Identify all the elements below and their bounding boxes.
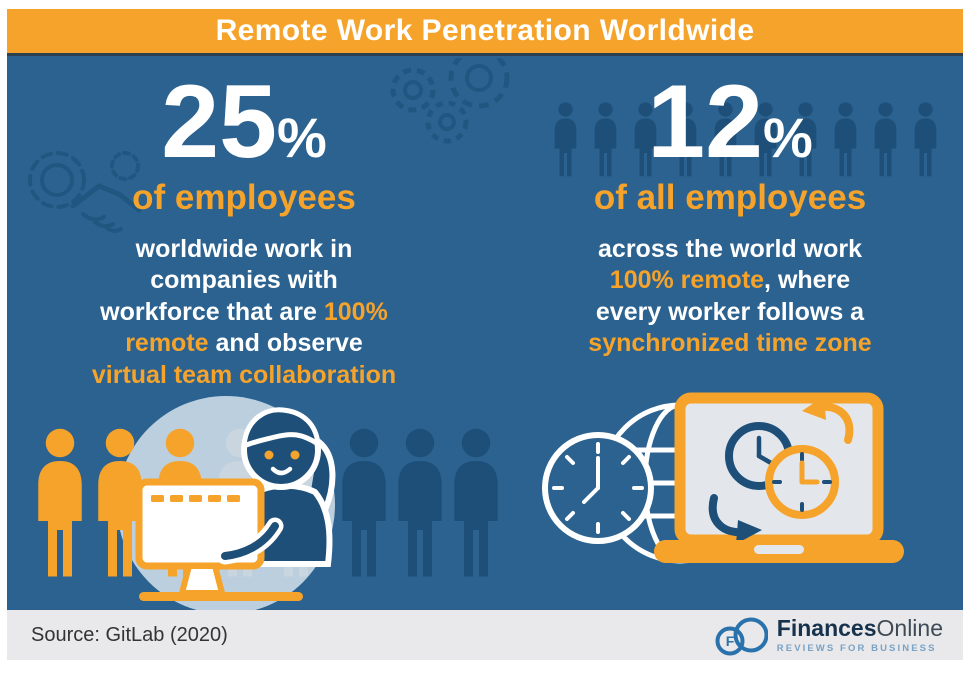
logo-monogram: F xyxy=(726,633,735,649)
source-text: Source: GitLab (2020) xyxy=(31,623,228,646)
logo-online: Online xyxy=(876,614,943,641)
person-icon xyxy=(33,428,87,578)
right-stat-label: of all employees xyxy=(593,177,867,217)
percent-sign: % xyxy=(276,106,327,169)
logo-finances: Finances xyxy=(776,614,877,641)
cloud-logo-icon: F xyxy=(715,617,768,656)
percent-sign: % xyxy=(762,106,813,169)
logo-text: FinancesOnline REVIEWS FOR BUSINESS xyxy=(776,614,943,654)
handshake-gear-icon xyxy=(28,151,142,233)
right-stat-description: across the world work 100% remote, where e… xyxy=(588,234,872,358)
financesonline-logo: F FinancesOnline REVIEWS FOR BUSINESS xyxy=(714,612,943,658)
gears-icon xyxy=(390,58,510,144)
left-stat-block: 25% of employees worldwide work in compan… xyxy=(19,64,469,391)
right-stat-value: 12% xyxy=(647,64,813,180)
page-title: Remote Work Penetration Worldwide xyxy=(215,14,755,47)
left-stat-description: worldwide work in companies with workforce… xyxy=(91,234,397,389)
laptop-timezone-sync-icon xyxy=(654,392,904,563)
left-stat-value: 25% xyxy=(161,64,327,180)
title-band: Remote Work Penetration Worldwide xyxy=(7,9,963,56)
left-stat-label: of employees xyxy=(132,177,356,217)
person-icon xyxy=(449,428,503,578)
woman-at-computer-illustration xyxy=(135,407,336,601)
person-icon xyxy=(393,428,447,578)
logo-tagline: REVIEWS FOR BUSINESS xyxy=(776,642,937,654)
right-stat-block: 12% of all employees across the world wo… xyxy=(505,64,955,360)
footer-bar: Source: GitLab (2020) F FinancesOnline R… xyxy=(7,610,963,660)
main-panel: 25% of employees worldwide work in compan… xyxy=(7,56,963,610)
